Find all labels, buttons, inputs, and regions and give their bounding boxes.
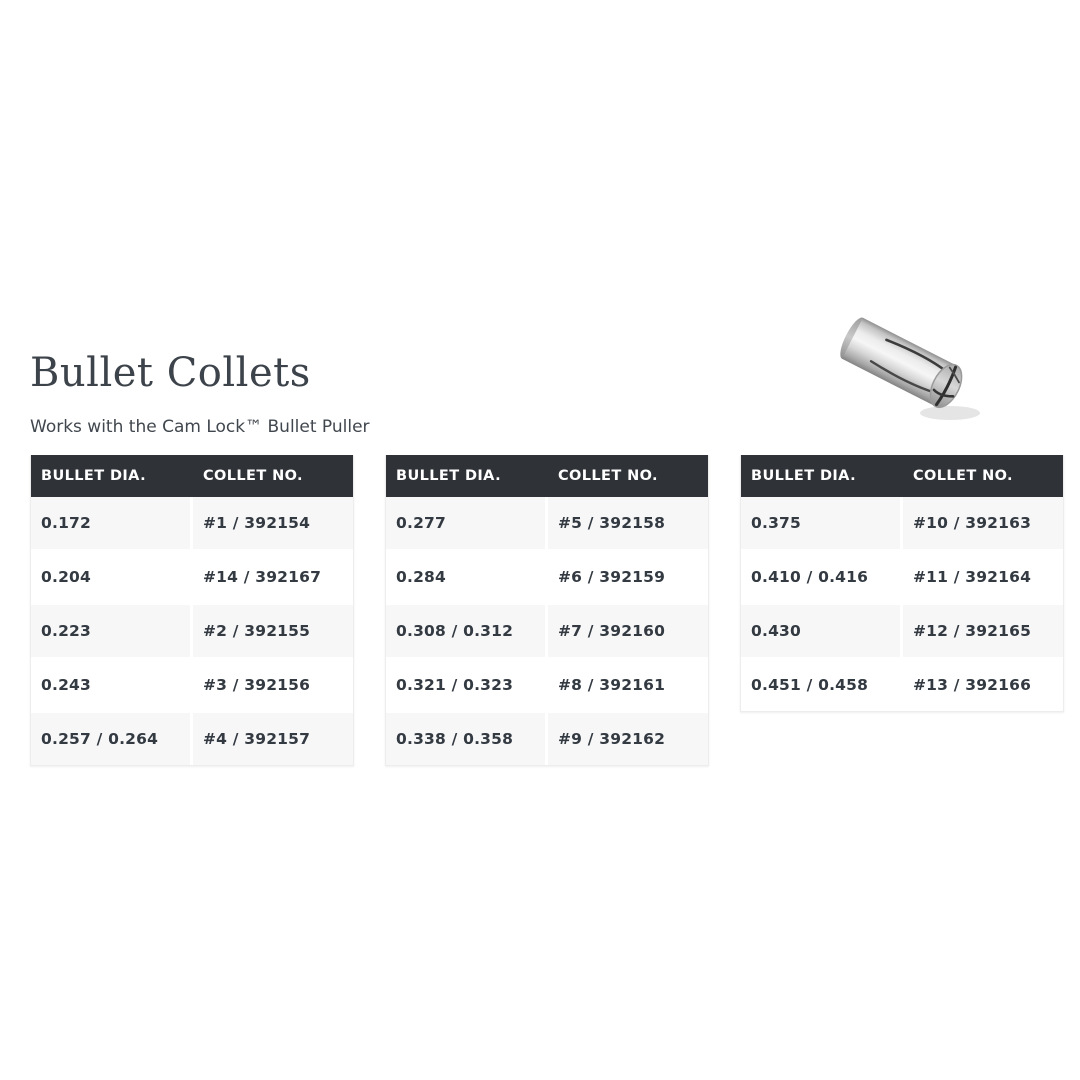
bullet-dia-header: BULLET DIA. xyxy=(31,455,193,497)
bullet-dia-cell: 0.284 xyxy=(386,551,548,605)
collet-no-cell: #14 / 392167 xyxy=(193,551,353,605)
table-row: 0.277 #5 / 392158 xyxy=(386,497,708,551)
collet-no-cell: #4 / 392157 xyxy=(193,713,353,765)
table-row: 0.204 #14 / 392167 xyxy=(31,551,353,605)
collet-no-header: COLLET NO. xyxy=(903,455,1063,497)
collet-no-cell: #3 / 392156 xyxy=(193,659,353,713)
table-header-row: BULLET DIA. COLLET NO. xyxy=(386,455,708,497)
bullet-dia-cell: 0.308 / 0.312 xyxy=(386,605,548,659)
collet-no-header: COLLET NO. xyxy=(548,455,708,497)
collet-table-2: BULLET DIA. COLLET NO. 0.277 #5 / 392158 0… xyxy=(386,455,708,765)
collet-no-cell: #5 / 392158 xyxy=(548,497,708,551)
bullet-dia-cell: 0.243 xyxy=(31,659,193,713)
table-row: 0.410 / 0.416 #11 / 392164 xyxy=(741,551,1063,605)
collet-no-cell: #8 / 392161 xyxy=(548,659,708,713)
bullet-dia-header: BULLET DIA. xyxy=(741,455,903,497)
bullet-dia-cell: 0.172 xyxy=(31,497,193,551)
collet-table-card-2: BULLET DIA. COLLET NO. 0.277 #5 / 392158 0… xyxy=(385,455,709,766)
collet-tables-row: BULLET DIA. COLLET NO. 0.172 #1 / 392154 0… xyxy=(30,455,1064,766)
collet-no-cell: #7 / 392160 xyxy=(548,605,708,659)
table-row: 0.451 / 0.458 #13 / 392166 xyxy=(741,659,1063,711)
page-title: Bullet Collets xyxy=(30,349,311,396)
bullet-dia-cell: 0.451 / 0.458 xyxy=(741,659,903,711)
collet-no-cell: #9 / 392162 xyxy=(548,713,708,765)
collet-no-cell: #1 / 392154 xyxy=(193,497,353,551)
bullet-dia-cell: 0.204 xyxy=(31,551,193,605)
bullet-dia-cell: 0.257 / 0.264 xyxy=(31,713,193,765)
collet-no-cell: #10 / 392163 xyxy=(903,497,1063,551)
collet-table-3: BULLET DIA. COLLET NO. 0.375 #10 / 392163… xyxy=(741,455,1063,711)
table-row: 0.172 #1 / 392154 xyxy=(31,497,353,551)
collet-no-cell: #11 / 392164 xyxy=(903,551,1063,605)
table-header-row: BULLET DIA. COLLET NO. xyxy=(741,455,1063,497)
table-row: 0.321 / 0.323 #8 / 392161 xyxy=(386,659,708,713)
collet-table-1: BULLET DIA. COLLET NO. 0.172 #1 / 392154 0… xyxy=(31,455,353,765)
table-row: 0.375 #10 / 392163 xyxy=(741,497,1063,551)
bullet-dia-header: BULLET DIA. xyxy=(386,455,548,497)
page-subtitle: Works with the Cam Lock™ Bullet Puller xyxy=(30,417,370,437)
bullet-dia-cell: 0.430 xyxy=(741,605,903,659)
collet-no-header: COLLET NO. xyxy=(193,455,353,497)
table-row: 0.257 / 0.264 #4 / 392157 xyxy=(31,713,353,765)
table-row: 0.243 #3 / 392156 xyxy=(31,659,353,713)
bullet-dia-cell: 0.375 xyxy=(741,497,903,551)
collet-no-cell: #13 / 392166 xyxy=(903,659,1063,711)
collet-no-cell: #12 / 392165 xyxy=(903,605,1063,659)
bullet-dia-cell: 0.321 / 0.323 xyxy=(386,659,548,713)
bullet-collet-photo-icon xyxy=(840,317,980,420)
table-row: 0.308 / 0.312 #7 / 392160 xyxy=(386,605,708,659)
table-header-row: BULLET DIA. COLLET NO. xyxy=(31,455,353,497)
collet-table-card-1: BULLET DIA. COLLET NO. 0.172 #1 / 392154 0… xyxy=(30,455,354,766)
table-row: 0.284 #6 / 392159 xyxy=(386,551,708,605)
table-row: 0.223 #2 / 392155 xyxy=(31,605,353,659)
bullet-dia-cell: 0.338 / 0.358 xyxy=(386,713,548,765)
table-row: 0.430 #12 / 392165 xyxy=(741,605,1063,659)
collet-no-cell: #2 / 392155 xyxy=(193,605,353,659)
bullet-dia-cell: 0.410 / 0.416 xyxy=(741,551,903,605)
bullet-dia-cell: 0.277 xyxy=(386,497,548,551)
table-row: 0.338 / 0.358 #9 / 392162 xyxy=(386,713,708,765)
collet-no-cell: #6 / 392159 xyxy=(548,551,708,605)
collet-table-card-3: BULLET DIA. COLLET NO. 0.375 #10 / 392163… xyxy=(740,455,1064,712)
bullet-dia-cell: 0.223 xyxy=(31,605,193,659)
